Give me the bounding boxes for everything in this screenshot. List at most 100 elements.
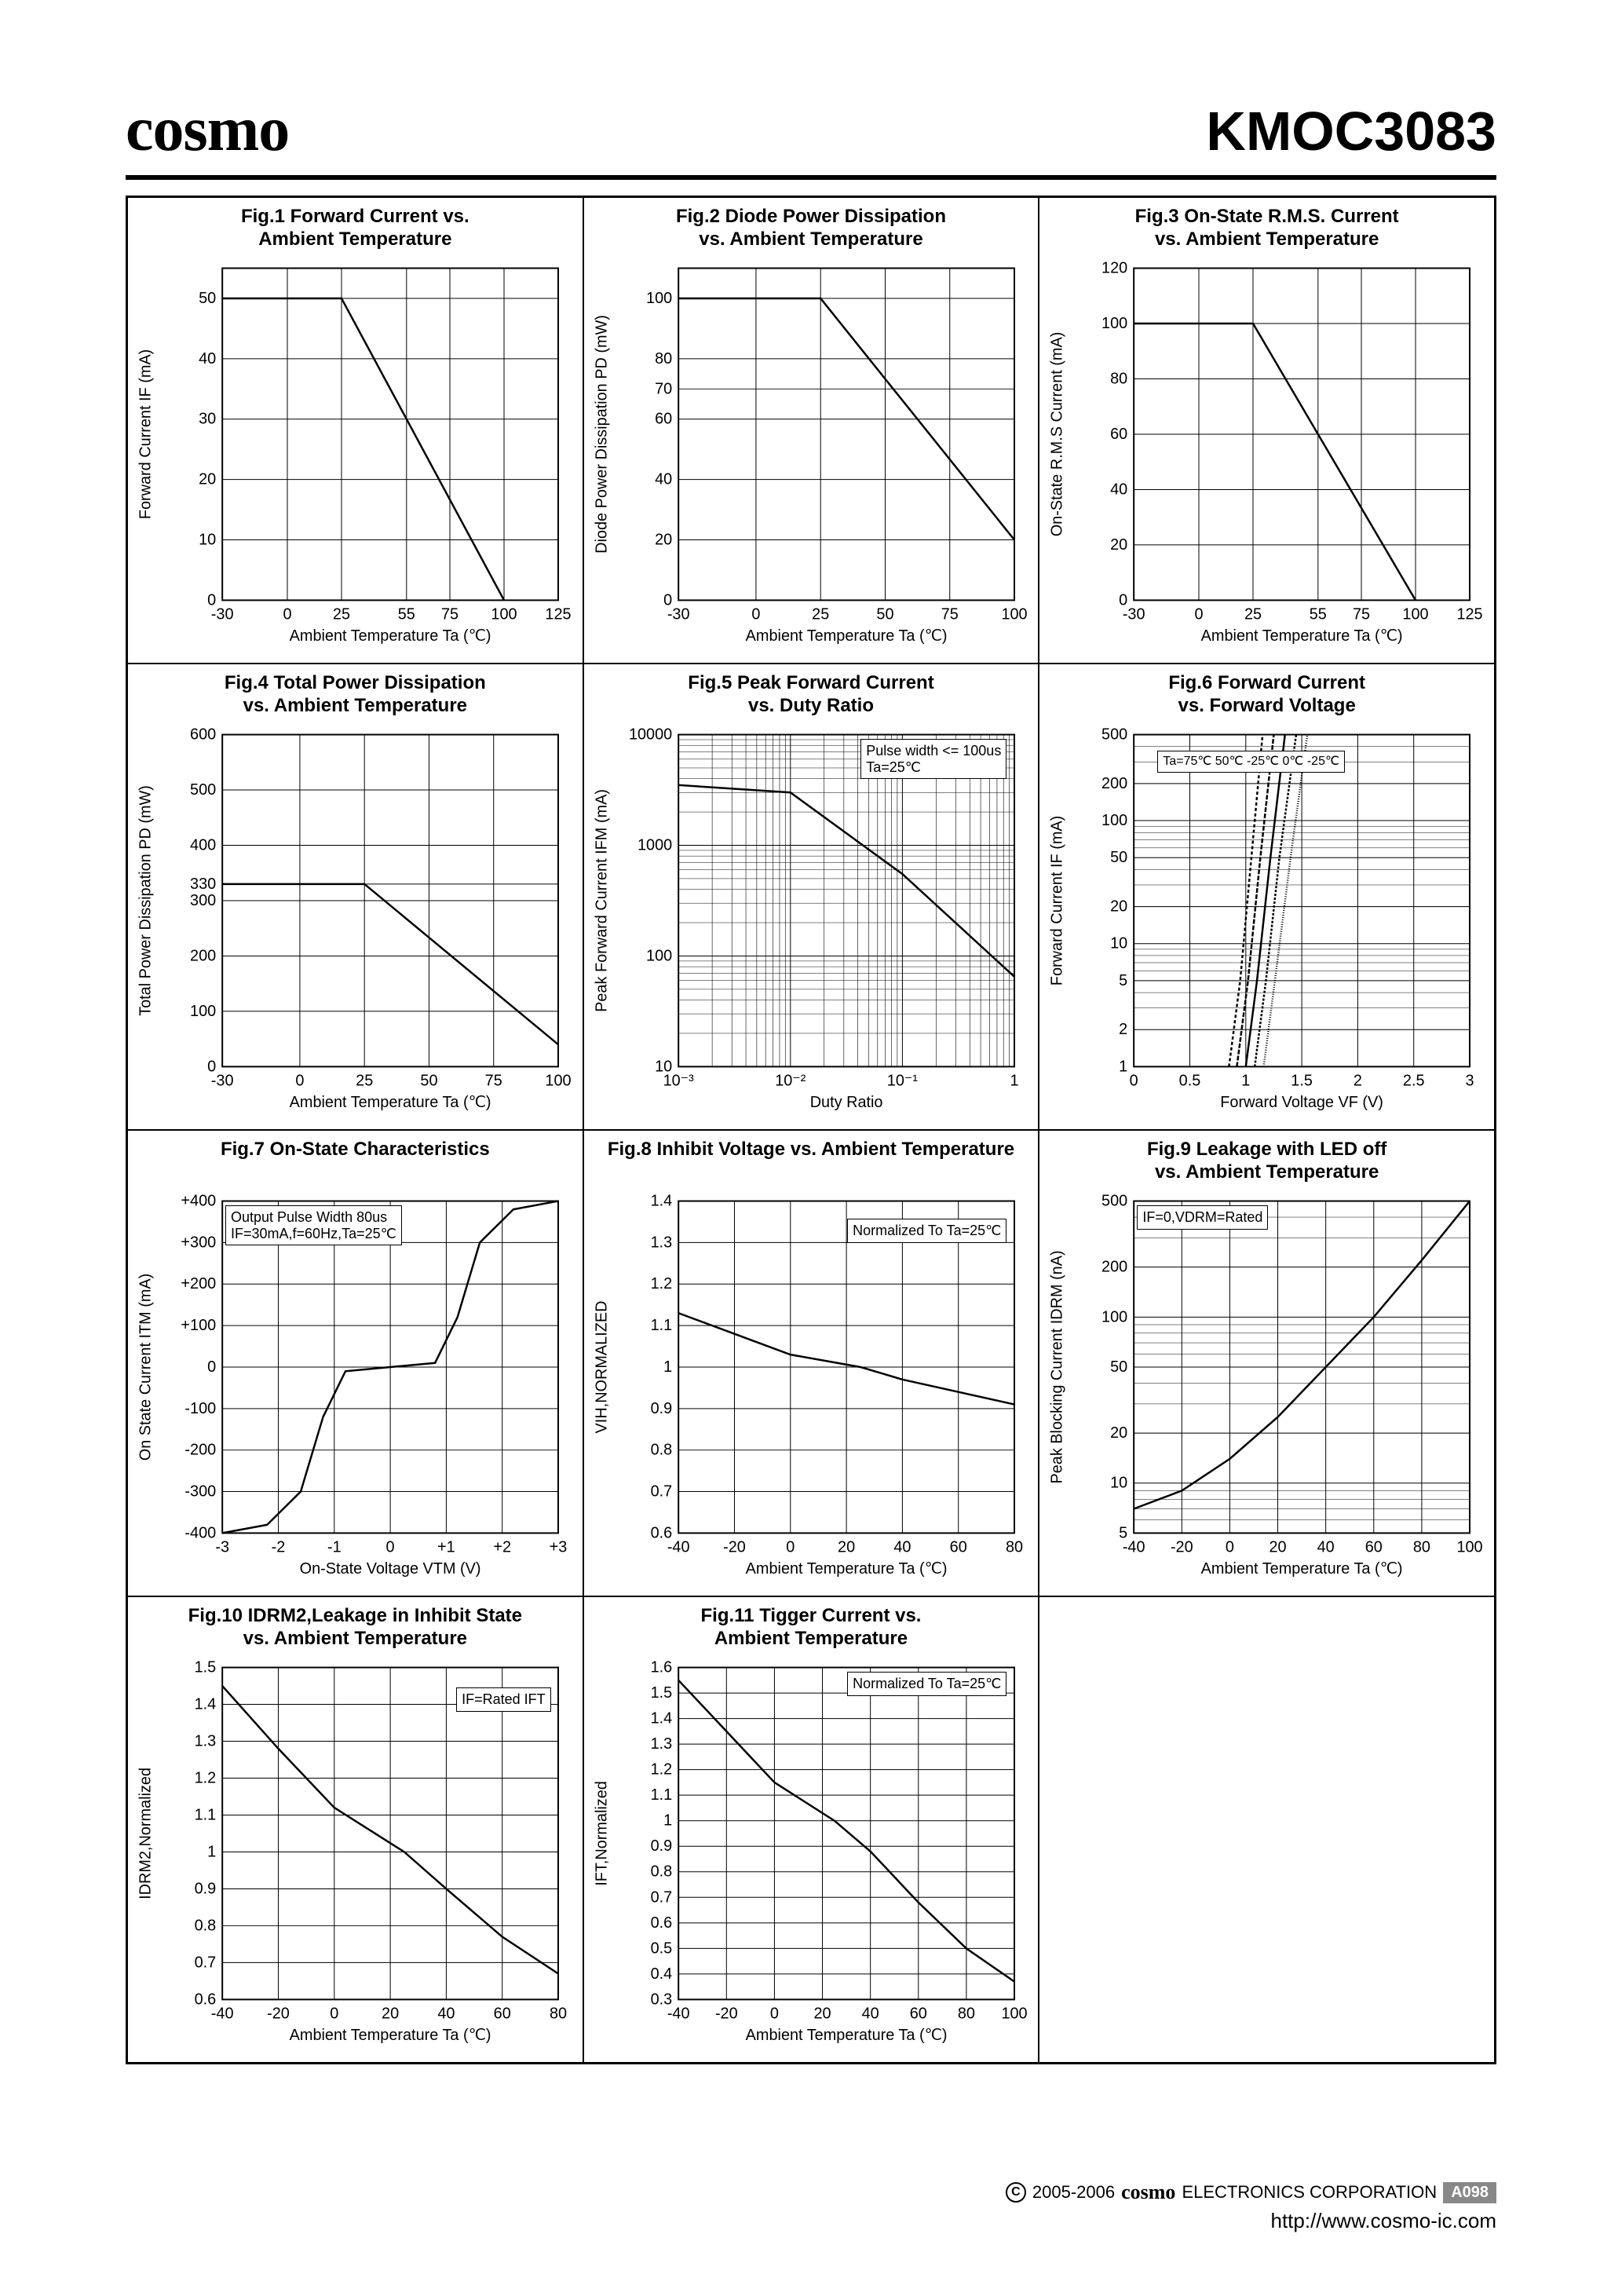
svg-text:20: 20 [1110, 1424, 1127, 1442]
footer-url: http://www.cosmo-ic.com [126, 2209, 1496, 2233]
svg-text:Ambient Temperature Ta (℃): Ambient Temperature Ta (℃) [745, 2027, 947, 2044]
svg-text:Ambient Temperature Ta (℃): Ambient Temperature Ta (℃) [1201, 627, 1403, 645]
svg-text:500: 500 [1101, 726, 1127, 744]
fig8-plot: -40-200204060800.60.70.80.911.11.21.31.4… [584, 1131, 1039, 1596]
svg-text:Forward Voltage VF (V): Forward Voltage VF (V) [1221, 1094, 1384, 1111]
fig9-note: IF=0,VDRM=Rated [1137, 1205, 1268, 1230]
svg-text:20: 20 [655, 531, 672, 548]
svg-text:Ambient Temperature Ta (℃): Ambient Temperature Ta (℃) [290, 1094, 491, 1111]
svg-text:1.3: 1.3 [650, 1234, 672, 1251]
svg-text:Duty Ratio: Duty Ratio [809, 1094, 882, 1111]
svg-text:IDRM2,Normalized: IDRM2,Normalized [137, 1768, 155, 1899]
svg-text:0.4: 0.4 [650, 1965, 672, 1983]
svg-text:2: 2 [1119, 1021, 1127, 1038]
svg-text:100: 100 [1101, 315, 1127, 332]
svg-text:70: 70 [655, 380, 672, 397]
svg-text:-400: -400 [184, 1524, 216, 1541]
svg-text:25: 25 [333, 605, 350, 623]
svg-text:0: 0 [1119, 591, 1127, 609]
svg-text:-2: -2 [272, 1538, 286, 1556]
svg-text:2.5: 2.5 [1403, 1072, 1425, 1089]
fig6-plot: 00.511.522.53125102050100200500Forward C… [1039, 664, 1494, 1129]
fig1-plot: -30025557510012501020304050Forward Curre… [128, 198, 583, 663]
svg-text:500: 500 [190, 781, 216, 799]
svg-text:0: 0 [786, 1538, 795, 1556]
svg-text:1: 1 [207, 1843, 216, 1860]
svg-text:100: 100 [190, 1003, 216, 1020]
svg-text:100: 100 [545, 1072, 571, 1089]
svg-text:500: 500 [1101, 1193, 1127, 1210]
svg-text:20: 20 [382, 2005, 399, 2022]
svg-text:0.8: 0.8 [195, 1917, 217, 1934]
svg-text:0.7: 0.7 [650, 1888, 672, 1906]
brand-logo: cosmo [126, 94, 289, 166]
svg-text:0: 0 [207, 591, 216, 609]
part-number: KMOC3083 [1206, 100, 1496, 163]
svg-text:100: 100 [1001, 605, 1027, 623]
svg-text:600: 600 [190, 726, 216, 744]
svg-text:10: 10 [199, 531, 216, 548]
fig11-note: Normalized To Ta=25℃ [847, 1672, 1006, 1696]
svg-text:Ambient Temperature Ta (℃): Ambient Temperature Ta (℃) [290, 627, 491, 645]
svg-text:VIH,NORMALIZED: VIH,NORMALIZED [593, 1300, 610, 1433]
svg-text:0.7: 0.7 [650, 1483, 672, 1501]
svg-text:1: 1 [1242, 1072, 1251, 1089]
svg-text:10: 10 [655, 1058, 672, 1075]
fig6-legend: Ta=75℃ 50℃ -25℃ 0℃ -25℃ [1157, 751, 1345, 773]
svg-text:1000: 1000 [637, 836, 672, 854]
svg-text:10⁻¹: 10⁻¹ [886, 1072, 918, 1089]
svg-text:0.8: 0.8 [650, 1863, 672, 1881]
svg-text:40: 40 [655, 471, 672, 488]
svg-text:0.5: 0.5 [1179, 1072, 1201, 1089]
svg-text:20: 20 [838, 1538, 855, 1556]
svg-text:1: 1 [663, 1358, 672, 1376]
svg-text:1.4: 1.4 [195, 1696, 217, 1713]
footer-corp: ELECTRONICS CORPORATION [1182, 2182, 1437, 2203]
svg-text:1: 1 [1119, 1058, 1127, 1075]
svg-text:75: 75 [441, 605, 458, 623]
svg-text:+2: +2 [493, 1538, 511, 1556]
svg-text:40: 40 [1317, 1538, 1335, 1556]
svg-text:20: 20 [1269, 1538, 1287, 1556]
svg-text:0: 0 [770, 2005, 779, 2022]
svg-text:1.4: 1.4 [650, 1710, 672, 1727]
svg-text:20: 20 [813, 2005, 831, 2022]
svg-text:-20: -20 [267, 2005, 290, 2022]
svg-text:1.2: 1.2 [650, 1761, 672, 1779]
svg-text:20: 20 [1110, 536, 1127, 554]
svg-text:75: 75 [1353, 605, 1370, 623]
svg-text:+200: +200 [181, 1275, 216, 1292]
svg-text:0.9: 0.9 [195, 1880, 217, 1897]
svg-text:0.8: 0.8 [650, 1442, 672, 1459]
svg-text:0.6: 0.6 [650, 1914, 672, 1932]
svg-text:0: 0 [330, 2005, 338, 2022]
svg-text:25: 25 [1244, 605, 1262, 623]
fig7-note: Output Pulse Width 80us IF=30mA,f=60Hz,T… [225, 1205, 402, 1245]
svg-text:0: 0 [663, 591, 672, 609]
svg-text:0.7: 0.7 [195, 1954, 217, 1971]
svg-text:0: 0 [1195, 605, 1204, 623]
svg-text:2: 2 [1353, 1072, 1362, 1089]
svg-text:0: 0 [207, 1058, 216, 1075]
footer-code: A098 [1443, 2182, 1496, 2203]
svg-text:40: 40 [893, 1538, 911, 1556]
svg-text:1.6: 1.6 [650, 1659, 672, 1676]
fig11-plot: -40-200204060801000.30.40.50.60.70.80.91… [584, 1597, 1039, 2062]
svg-text:0.5: 0.5 [650, 1940, 672, 1957]
svg-text:Ambient Temperature Ta (℃): Ambient Temperature Ta (℃) [745, 1560, 947, 1578]
svg-text:80: 80 [1006, 1538, 1023, 1556]
svg-text:+100: +100 [181, 1317, 216, 1334]
svg-text:5: 5 [1119, 972, 1127, 989]
svg-text:Peak Blocking Current IDRM (nA: Peak Blocking Current IDRM (nA) [1049, 1250, 1066, 1483]
datasheet-header: cosmo KMOC3083 [126, 94, 1496, 180]
svg-text:0: 0 [751, 605, 760, 623]
svg-text:55: 55 [398, 605, 415, 623]
svg-text:55: 55 [1310, 605, 1327, 623]
svg-text:-3: -3 [215, 1538, 229, 1556]
svg-text:100: 100 [646, 290, 672, 307]
svg-text:0.3: 0.3 [650, 1991, 672, 2008]
svg-text:10000: 10000 [629, 726, 672, 744]
svg-text:1.2: 1.2 [650, 1275, 672, 1292]
svg-text:125: 125 [545, 605, 571, 623]
svg-text:100: 100 [646, 947, 672, 964]
